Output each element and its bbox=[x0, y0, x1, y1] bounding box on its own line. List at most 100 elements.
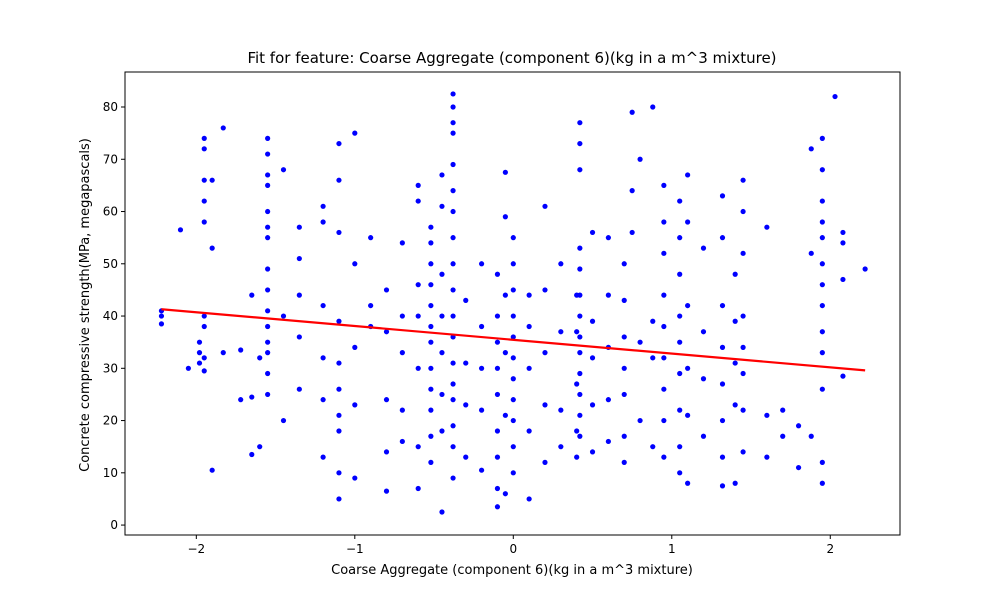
data-point bbox=[428, 261, 434, 267]
data-point bbox=[650, 318, 656, 324]
data-point bbox=[428, 323, 434, 330]
data-point bbox=[510, 334, 516, 340]
data-point bbox=[629, 229, 635, 236]
data-point bbox=[589, 318, 596, 324]
data-point bbox=[719, 483, 726, 489]
data-point bbox=[428, 224, 434, 230]
data-point bbox=[685, 412, 691, 418]
data-point bbox=[463, 454, 469, 460]
data-point bbox=[661, 292, 667, 298]
data-point bbox=[740, 313, 746, 319]
data-point bbox=[336, 360, 342, 366]
data-point bbox=[450, 360, 456, 366]
x-tick-label: 1 bbox=[668, 542, 676, 556]
data-point bbox=[808, 146, 814, 152]
data-point bbox=[542, 203, 548, 209]
data-point bbox=[399, 240, 405, 246]
data-point bbox=[177, 227, 184, 233]
data-point bbox=[439, 391, 445, 398]
data-point bbox=[415, 444, 421, 450]
data-point bbox=[478, 467, 485, 473]
data-point bbox=[450, 104, 456, 110]
x-axis-label: Coarse Aggregate (component 6)(kg in a m… bbox=[331, 563, 693, 578]
data-point bbox=[249, 292, 255, 298]
data-point bbox=[383, 287, 390, 293]
data-point bbox=[439, 428, 445, 434]
data-point bbox=[629, 109, 635, 115]
data-point bbox=[296, 255, 302, 262]
data-point bbox=[450, 188, 456, 194]
data-point bbox=[399, 407, 405, 413]
data-point bbox=[450, 235, 456, 241]
data-point bbox=[510, 355, 516, 361]
data-point bbox=[439, 271, 445, 277]
data-point bbox=[621, 391, 627, 398]
data-point bbox=[450, 261, 456, 267]
data-point bbox=[265, 287, 271, 293]
x-tick-label: 0 bbox=[509, 542, 517, 556]
data-point bbox=[764, 224, 770, 230]
data-point bbox=[450, 208, 456, 215]
data-point bbox=[577, 433, 583, 439]
data-point bbox=[320, 355, 326, 361]
data-point bbox=[577, 140, 583, 147]
data-point bbox=[740, 208, 746, 215]
x-tick-label: −2 bbox=[187, 542, 205, 556]
data-point bbox=[637, 339, 643, 345]
data-point bbox=[265, 266, 271, 272]
data-point bbox=[819, 386, 825, 392]
data-point bbox=[450, 161, 456, 168]
data-point bbox=[819, 135, 825, 141]
data-point bbox=[740, 407, 746, 413]
data-point bbox=[542, 459, 548, 465]
data-point bbox=[764, 412, 770, 418]
data-point bbox=[450, 130, 456, 136]
data-point bbox=[478, 365, 485, 371]
data-point bbox=[238, 397, 244, 403]
data-point bbox=[502, 292, 508, 298]
data-point bbox=[196, 339, 203, 345]
data-point bbox=[428, 282, 434, 288]
data-point bbox=[450, 444, 456, 450]
data-point bbox=[510, 261, 516, 267]
data-point bbox=[719, 235, 726, 241]
data-point bbox=[280, 313, 287, 319]
data-point bbox=[719, 417, 726, 424]
data-point bbox=[494, 313, 501, 319]
data-point bbox=[185, 365, 191, 371]
data-point bbox=[494, 504, 501, 510]
data-point bbox=[589, 449, 596, 455]
data-point bbox=[280, 167, 287, 173]
data-point bbox=[428, 407, 434, 413]
data-point bbox=[577, 245, 583, 251]
data-point bbox=[201, 146, 207, 152]
data-point bbox=[450, 423, 456, 429]
data-point bbox=[352, 402, 358, 408]
data-point bbox=[661, 250, 667, 256]
data-point bbox=[808, 250, 814, 256]
data-point bbox=[661, 454, 667, 460]
data-point bbox=[621, 261, 627, 267]
data-point bbox=[650, 355, 656, 361]
data-point bbox=[650, 444, 656, 450]
data-point bbox=[605, 235, 611, 241]
data-point bbox=[677, 339, 683, 345]
data-point bbox=[685, 365, 691, 371]
y-tick-label: 0 bbox=[110, 518, 118, 532]
data-point bbox=[450, 120, 456, 126]
y-axis-label: Concrete compressive strength(MPa, megap… bbox=[78, 138, 93, 472]
data-point bbox=[265, 135, 271, 141]
data-point bbox=[265, 235, 271, 241]
data-point bbox=[526, 365, 532, 371]
data-point bbox=[637, 156, 643, 162]
data-point bbox=[336, 496, 342, 502]
data-point bbox=[352, 344, 358, 350]
data-point bbox=[450, 475, 456, 481]
data-point bbox=[577, 350, 583, 356]
data-point bbox=[732, 402, 738, 408]
chart-title: Fit for feature: Coarse Aggregate (compo… bbox=[247, 49, 776, 67]
data-point bbox=[605, 292, 611, 298]
data-point bbox=[719, 381, 726, 387]
data-point bbox=[661, 182, 667, 188]
data-point bbox=[336, 229, 342, 236]
